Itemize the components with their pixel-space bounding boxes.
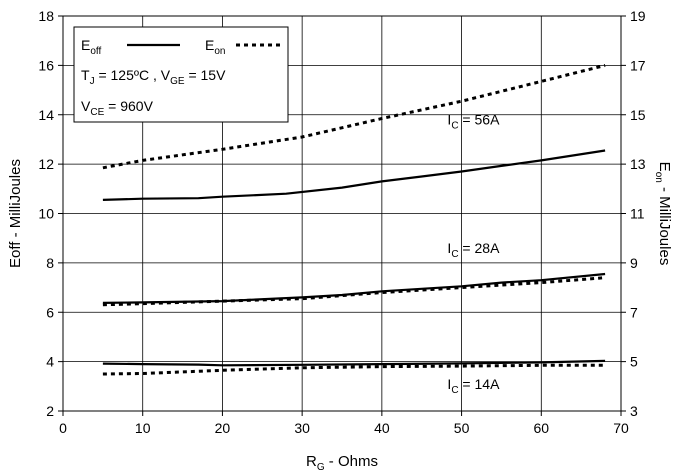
y-left-tick-label: 6 — [46, 304, 54, 320]
y-left-tick-label: 8 — [46, 255, 54, 271]
x-tick-label: 60 — [533, 420, 549, 436]
y-left-tick-label: 2 — [46, 403, 54, 419]
y-right-tick-label: 9 — [630, 255, 638, 271]
legend-box — [73, 26, 289, 123]
x-axis-title: RG - Ohms — [306, 453, 378, 472]
y-right-tick-label: 17 — [630, 57, 646, 73]
series-eon-56a — [102, 63, 606, 170]
annotation-ic-28a: IC = 28A — [447, 240, 500, 260]
y-right-tick-label: 15 — [630, 107, 646, 123]
y-right-tick-label: 7 — [630, 304, 638, 320]
series-eon-28a — [102, 276, 606, 307]
x-tick-label: 40 — [374, 420, 390, 436]
x-tick-label: 0 — [59, 420, 67, 436]
y-left-tick-label: 14 — [38, 107, 54, 123]
x-tick-label: 20 — [215, 420, 231, 436]
series-eoff-28a — [102, 272, 606, 304]
axis-ticks: 0 10 20 30 40 50 60 70 2 4 6 8 10 12 14 16 18 3 5 7 9 11 13 15 1… — [38, 8, 645, 436]
y-left-tick-label: 12 — [38, 156, 54, 172]
y-right-tick-label: 13 — [630, 156, 646, 172]
left-y-axis-title: Eoff - MilliJoules — [7, 159, 24, 268]
legend-eoff-label: Eoff — [81, 37, 102, 57]
y-left-tick-label: 16 — [38, 57, 54, 73]
data-series — [102, 63, 606, 376]
series-eoff-56a — [102, 149, 606, 201]
x-tick-label: 30 — [294, 420, 310, 436]
series-eon-14a — [102, 363, 606, 376]
y-left-tick-label: 4 — [46, 354, 54, 370]
y-left-tick-label: 18 — [38, 8, 54, 24]
x-tick-label: 50 — [454, 420, 470, 436]
legend: Eoff Eon TJ = 125ºC , VGE = 15V VCE = 96… — [73, 26, 289, 123]
y-right-tick-label: 3 — [630, 403, 638, 419]
y-left-tick-label: 10 — [38, 206, 54, 222]
annotation-ic-14a: IC = 14A — [447, 376, 500, 396]
legend-eon-label: Eon — [205, 37, 225, 57]
annotation-ic-56a: IC = 56A — [447, 112, 500, 132]
legend-conditions-line-1: TJ = 125ºC , VGE = 15V — [81, 67, 226, 87]
right-y-axis-title: Eon - MilliJoules — [653, 162, 673, 266]
x-tick-label: 70 — [613, 420, 629, 436]
y-right-tick-label: 19 — [630, 8, 646, 24]
x-tick-label: 10 — [135, 420, 151, 436]
y-right-tick-label: 11 — [630, 206, 645, 222]
y-right-tick-label: 5 — [630, 354, 638, 370]
legend-conditions-line-2: VCE = 960V — [81, 98, 154, 118]
series-eoff-14a — [102, 359, 606, 367]
